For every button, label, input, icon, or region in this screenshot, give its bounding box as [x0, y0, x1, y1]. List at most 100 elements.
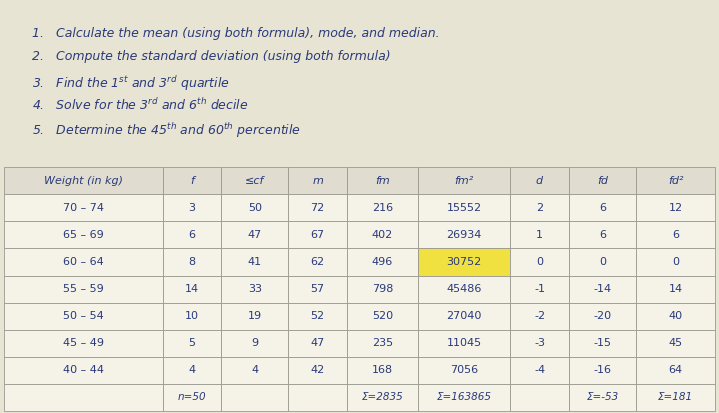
- Text: -4: -4: [534, 366, 545, 375]
- Bar: [221, 249, 288, 275]
- Text: n=50: n=50: [178, 392, 206, 402]
- Text: 47: 47: [311, 338, 325, 348]
- Bar: [221, 221, 288, 249]
- Text: 6: 6: [188, 230, 196, 240]
- Text: fm²: fm²: [454, 176, 474, 186]
- Bar: [162, 249, 221, 275]
- Text: 1: 1: [536, 230, 543, 240]
- Text: 520: 520: [372, 311, 393, 321]
- Text: 12: 12: [669, 203, 682, 213]
- Text: 50: 50: [248, 203, 262, 213]
- Text: 496: 496: [372, 257, 393, 267]
- Text: -20: -20: [593, 311, 611, 321]
- Bar: [347, 275, 418, 303]
- Text: 45: 45: [669, 338, 682, 348]
- Text: 19: 19: [248, 311, 262, 321]
- Bar: [510, 249, 569, 275]
- Bar: [288, 384, 347, 411]
- Bar: [288, 275, 347, 303]
- Text: fd: fd: [597, 176, 608, 186]
- Bar: [221, 195, 288, 221]
- Text: 14: 14: [185, 284, 199, 294]
- Text: 67: 67: [311, 230, 325, 240]
- Text: 0: 0: [536, 257, 543, 267]
- Bar: [569, 357, 636, 384]
- Text: ≤cf: ≤cf: [245, 176, 265, 186]
- Bar: [162, 384, 221, 411]
- Text: m: m: [312, 176, 323, 186]
- Bar: [510, 357, 569, 384]
- Bar: [418, 195, 510, 221]
- Text: Σ=2835: Σ=2835: [362, 392, 403, 402]
- Text: f: f: [190, 176, 194, 186]
- Text: Σ=181: Σ=181: [658, 392, 693, 402]
- Bar: [418, 221, 510, 249]
- Text: 9: 9: [251, 338, 258, 348]
- Text: 45486: 45486: [446, 284, 482, 294]
- Text: fd²: fd²: [668, 176, 683, 186]
- Text: 798: 798: [372, 284, 393, 294]
- Bar: [162, 167, 221, 195]
- Bar: [4, 275, 162, 303]
- Text: 65 – 69: 65 – 69: [63, 230, 104, 240]
- Bar: [4, 167, 162, 195]
- Text: 10: 10: [185, 311, 199, 321]
- Bar: [347, 330, 418, 357]
- Bar: [4, 221, 162, 249]
- Bar: [636, 221, 715, 249]
- Text: 4: 4: [251, 366, 258, 375]
- Bar: [569, 249, 636, 275]
- Bar: [288, 303, 347, 330]
- Bar: [162, 357, 221, 384]
- Bar: [347, 303, 418, 330]
- Text: 40: 40: [669, 311, 682, 321]
- Text: 216: 216: [372, 203, 393, 213]
- Text: 41: 41: [248, 257, 262, 267]
- Text: 3.   Find the 1$^{st}$ and 3$^{rd}$ quartile: 3. Find the 1$^{st}$ and 3$^{rd}$ quarti…: [32, 74, 230, 93]
- Bar: [636, 167, 715, 195]
- Bar: [636, 357, 715, 384]
- Bar: [221, 167, 288, 195]
- Bar: [510, 195, 569, 221]
- Text: -14: -14: [593, 284, 611, 294]
- Bar: [4, 330, 162, 357]
- Text: 64: 64: [669, 366, 682, 375]
- Text: 0: 0: [672, 257, 679, 267]
- Text: 40 – 44: 40 – 44: [63, 366, 104, 375]
- Text: 402: 402: [372, 230, 393, 240]
- Text: 5.   Determine the 45$^{th}$ and 60$^{th}$ percentile: 5. Determine the 45$^{th}$ and 60$^{th}$…: [32, 121, 301, 140]
- Bar: [418, 357, 510, 384]
- Bar: [221, 303, 288, 330]
- Text: 55 – 59: 55 – 59: [63, 284, 104, 294]
- Text: -2: -2: [534, 311, 545, 321]
- Bar: [636, 249, 715, 275]
- Bar: [221, 384, 288, 411]
- Text: 42: 42: [311, 366, 325, 375]
- Text: -15: -15: [593, 338, 611, 348]
- Bar: [569, 384, 636, 411]
- Text: 62: 62: [311, 257, 325, 267]
- Text: 11045: 11045: [446, 338, 482, 348]
- Text: 47: 47: [248, 230, 262, 240]
- Bar: [162, 195, 221, 221]
- Bar: [4, 249, 162, 275]
- Bar: [288, 357, 347, 384]
- Text: 4.   Solve for the 3$^{rd}$ and 6$^{th}$ decile: 4. Solve for the 3$^{rd}$ and 6$^{th}$ d…: [32, 97, 249, 113]
- Text: d: d: [536, 176, 543, 186]
- Bar: [569, 330, 636, 357]
- Text: Weight (in kg): Weight (in kg): [44, 176, 123, 186]
- Text: -16: -16: [593, 366, 611, 375]
- Bar: [162, 275, 221, 303]
- Bar: [288, 330, 347, 357]
- Bar: [4, 303, 162, 330]
- Bar: [4, 384, 162, 411]
- Bar: [510, 221, 569, 249]
- Text: 7056: 7056: [450, 366, 478, 375]
- Text: 4: 4: [188, 366, 196, 375]
- Bar: [347, 167, 418, 195]
- Bar: [347, 195, 418, 221]
- Text: 235: 235: [372, 338, 393, 348]
- Bar: [636, 275, 715, 303]
- Text: fm: fm: [375, 176, 390, 186]
- Bar: [418, 330, 510, 357]
